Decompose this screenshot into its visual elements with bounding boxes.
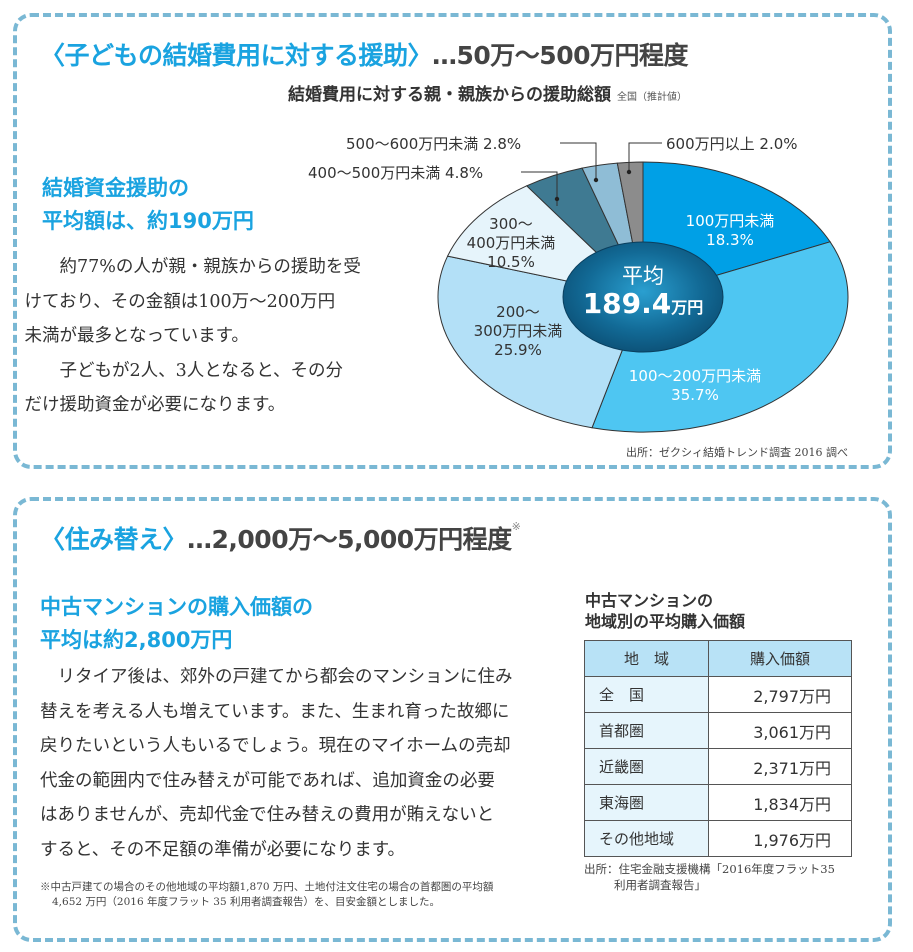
label-line: 400万円未満 (466, 234, 556, 252)
callout-500-600: 500〜600万円未満 2.8% (346, 135, 522, 153)
average-unit: 万円 (671, 298, 704, 317)
region-cell: 近畿圏 (584, 748, 709, 785)
section1-paragraph-1: 約77%の人が親・親族からの援助を受 けており、その金額は100万〜200万円 … (25, 250, 402, 354)
callout-600-plus: 600万円以上 2.0% (666, 135, 798, 153)
table-source: 出所：住宅金融支援機構「2016年度フラット35 利用者調査報告」 (584, 861, 835, 893)
pie-chart-title-text: 結婚費用に対する親・親族からの援助総額 (288, 85, 611, 105)
pie-label-200-300: 200〜 300万円未満 25.9% (458, 303, 578, 360)
price-cell: 1,976万円 (708, 820, 852, 857)
section1-paragraph-2: 子どもが2人、3人となると、その分 だけ援助資金が必要になります。 (25, 354, 402, 423)
region-cell: その他地域 (584, 820, 709, 857)
section1-subhead: 結婚資金援助の 平均額は、約190万円 (42, 172, 254, 238)
section2-footnote: ※中古戸建ての場合のその他地域の平均額1,870 万円、土地付注文住宅の場合の首… (40, 880, 493, 910)
price-cell: 2,797万円 (708, 676, 852, 713)
callout-400-500: 400〜500万円未満 4.8% (308, 164, 484, 182)
source-line: 出所：住宅金融支援機構「2016年度フラット35 (584, 862, 835, 876)
section2-title: 〈住み替え〉…2,000万〜5,000万円程度※ (40, 520, 521, 556)
table-row: 首都圏 3,061万円 (584, 712, 852, 749)
section1-subhead-line1: 結婚資金援助の (42, 176, 189, 200)
pie-chart-title: 結婚費用に対する親・親族からの援助総額 全国（推計値） (288, 80, 687, 105)
section1-title-range: …50万〜500万円程度 (432, 41, 688, 70)
section2-title-accent: 〈住み替え〉 (40, 525, 188, 554)
label-line: 100〜200万円未満 (628, 367, 762, 385)
section2-subhead: 中古マンションの購入価額の 平均は約2,800万円 (40, 591, 313, 657)
body-line: 子どもが2人、3人となると、その分 (59, 360, 344, 381)
average-number: 189.4 (582, 287, 672, 320)
table-title-line1: 中古マンションの (585, 591, 714, 610)
section2-subhead-line2: 平均は約2,800万円 (40, 628, 233, 652)
source-line: 利用者調査報告」 (614, 878, 706, 892)
body-line: 未満が最多となっています。 (24, 326, 249, 346)
pie-center-average: 平均 189.4万円 (563, 263, 723, 323)
label-line: 18.3% (706, 231, 754, 249)
label-line: 300万円未満 (473, 322, 563, 340)
label-line: 10.5% (487, 253, 535, 271)
table-row: 東海圏 1,834万円 (584, 784, 852, 821)
body-line: だけ援助資金が必要になります。 (24, 395, 286, 415)
footnote-line: ※中古戸建ての場合のその他地域の平均額1,870 万円、土地付注文住宅の場合の首… (40, 881, 494, 893)
average-label: 平均 (622, 264, 664, 288)
table-header-row: 地 域 購入価額 (584, 640, 852, 677)
table-row: 全 国 2,797万円 (584, 676, 852, 713)
section2-title-note: ※ (511, 520, 521, 533)
section1-title: 〈子どもの結婚費用に対する援助〉…50万〜500万円程度 (40, 36, 688, 72)
label-line: 300〜 (489, 215, 533, 233)
label-line: 25.9% (494, 341, 542, 359)
footnote-line: 4,652 万円（2016 年度フラット 35 利用者調査報告）を、目安金額とし… (52, 896, 440, 908)
body-line: リタイア後は、郊外の戸建てから都会のマンションに住み (57, 667, 513, 687)
table-title-line2: 地域別の平均購入価額 (585, 612, 746, 631)
body-line: けており、その金額は100万〜200万円 (24, 291, 336, 312)
pie-source: 出所：ゼクシィ結婚トレンド調査 2016 調べ (626, 446, 848, 459)
pie-label-under-100: 100万円未満 18.3% (660, 212, 800, 250)
section1-subhead-line2: 平均額は、約190万円 (42, 209, 254, 233)
price-cell: 3,061万円 (708, 712, 852, 749)
body-line: すると、その不足額の準備が必要になります。 (40, 839, 406, 860)
price-cell: 2,371万円 (708, 748, 852, 785)
region-cell: 東海圏 (584, 784, 709, 821)
body-line: 戻りたいという人もいるでしょう。現在のマイホームの売却 (40, 736, 511, 756)
label-line: 35.7% (671, 386, 719, 404)
header-region: 地 域 (584, 640, 709, 677)
price-cell: 1,834万円 (708, 784, 852, 821)
body-line: 代金の範囲内で住み替えが可能であれば、追加資金の必要 (40, 770, 495, 791)
table-row: その他地域 1,976万円 (584, 820, 852, 857)
body-line: 替えを考える人も増えています。また、生まれ育った故郷に (40, 701, 510, 722)
section2-body: リタイア後は、郊外の戸建てから都会のマンションに住み 替えを考える人も増えていま… (40, 660, 570, 867)
label-line: 100万円未満 (685, 212, 775, 230)
region-table-title: 中古マンションの 地域別の平均購入価額 (585, 590, 745, 632)
section1-title-accent: 〈子どもの結婚費用に対する援助〉 (40, 41, 433, 70)
label-line: 200〜 (496, 303, 540, 321)
pie-label-300-400: 300〜 400万円未満 10.5% (456, 215, 566, 272)
region-cell: 全 国 (584, 676, 709, 713)
region-price-table: 地 域 購入価額 全 国 2,797万円 首都圏 3,061万円 近畿圏 2,3… (584, 640, 852, 857)
header-price: 購入価額 (708, 640, 852, 677)
body-line: 約77%の人が親・親族からの援助を受 (59, 257, 361, 277)
table-row: 近畿圏 2,371万円 (584, 748, 852, 785)
section2-subhead-line1: 中古マンションの購入価額の (40, 595, 313, 619)
section1-body: 約77%の人が親・親族からの援助を受 けており、その金額は100万〜200万円 … (25, 250, 402, 423)
average-value: 189.4万円 (563, 289, 723, 323)
pie-chart-title-note: 全国（推計値） (617, 92, 687, 103)
body-line: はありませんが、売却代金で住み替えの費用が賄えないと (40, 805, 495, 825)
pie-label-100-200: 100〜200万円未満 35.7% (610, 367, 780, 405)
section2-title-range: …2,000万〜5,000万円程度 (187, 525, 512, 554)
region-cell: 首都圏 (584, 712, 709, 749)
